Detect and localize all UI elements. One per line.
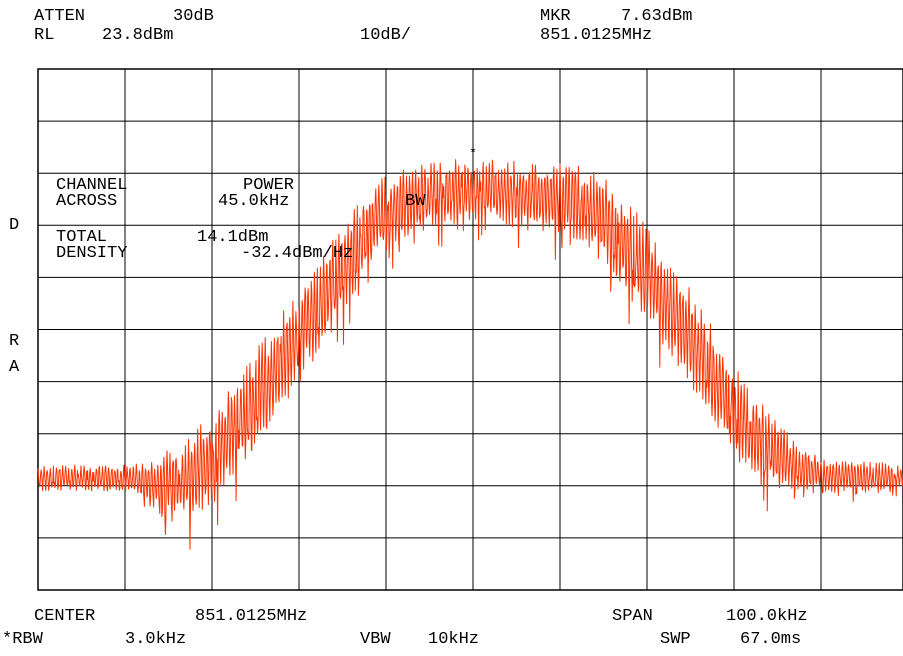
rbw-label: *RBW [2, 630, 43, 649]
sweep-value: 67.0ms [740, 630, 802, 649]
marker-glyph: * [469, 146, 477, 161]
marker-label: MKR [540, 7, 571, 26]
marker-frequency: 851.0125MHz [540, 26, 653, 45]
total-power-value: 14.1dBm [197, 228, 269, 247]
total-label: TOTAL [56, 228, 108, 247]
trace-line [37, 159, 903, 550]
marker-symbol: * [469, 146, 477, 161]
channel-label: CHANNEL [56, 176, 128, 195]
center-label: CENTER [34, 607, 96, 626]
across-label: ACROSS [56, 192, 118, 211]
atten-value: 30dB [173, 7, 214, 26]
scale-per-division: 10dB/ [360, 26, 412, 45]
ref-level-label: RL [34, 26, 55, 45]
vbw-value: 10kHz [428, 630, 480, 649]
bw-label: BW [405, 192, 426, 211]
vbw-label: VBW [360, 630, 391, 649]
graticule [37, 68, 903, 591]
density-label: DENSITY [56, 244, 128, 263]
density-value: -32.4dBm/Hz [241, 244, 354, 263]
spectrum-trace [37, 159, 903, 550]
atten-label: ATTEN [34, 7, 86, 26]
ref-level-value: 23.8dBm [102, 26, 174, 45]
span-label: SPAN [612, 607, 653, 626]
side-label-d: D [9, 216, 20, 235]
span-value: 100.0kHz [726, 607, 808, 626]
marker-amplitude: 7.63dBm [621, 7, 693, 26]
sweep-label: SWP [660, 630, 691, 649]
bandwidth-value: 45.0kHz [218, 192, 290, 211]
center-frequency: 851.0125MHz [195, 607, 308, 626]
side-label-r: R [9, 332, 20, 351]
side-label-a: A [9, 358, 20, 377]
power-label: POWER [243, 176, 295, 195]
rbw-value: 3.0kHz [125, 630, 187, 649]
